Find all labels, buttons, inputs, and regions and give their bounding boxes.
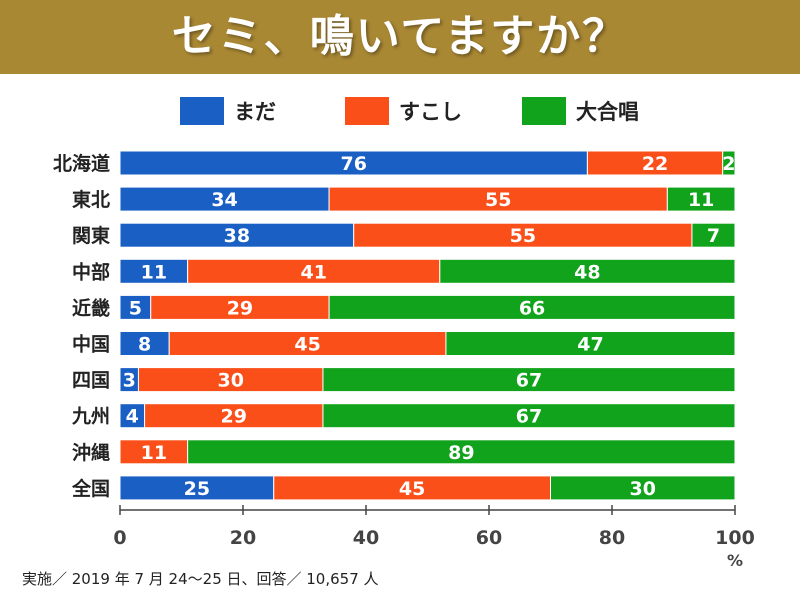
x-tick-label: 0 xyxy=(113,527,126,549)
data-label: 3 xyxy=(123,370,136,392)
legend-label-daigassho: 大合唱 xyxy=(576,100,639,124)
data-label: 66 xyxy=(519,297,545,319)
data-label: 55 xyxy=(510,225,536,247)
x-tick-label: 80 xyxy=(599,527,625,549)
legend-label-mada: まだ xyxy=(234,100,276,124)
bar-segment xyxy=(119,331,170,356)
bar-segment xyxy=(187,439,736,465)
bar-segment xyxy=(137,367,324,393)
bar-segment xyxy=(439,258,736,284)
data-label: 38 xyxy=(224,225,250,247)
category-label: 東北 xyxy=(72,188,110,211)
bar-segment xyxy=(119,186,330,212)
bar-segment xyxy=(328,186,668,212)
legend-swatch-daigassho xyxy=(522,97,566,125)
x-unit-label: % xyxy=(727,551,743,570)
bar-segment xyxy=(322,403,736,429)
legend-swatch-mada xyxy=(180,97,224,125)
data-label: 11 xyxy=(141,261,167,283)
category-label: 全国 xyxy=(71,477,110,500)
x-tick-label: 100 xyxy=(715,527,755,549)
bar-segment xyxy=(144,403,324,429)
data-label: 67 xyxy=(516,370,542,392)
data-label: 30 xyxy=(630,478,656,500)
category-label: 九州 xyxy=(71,406,110,428)
bar-segment xyxy=(119,150,588,176)
data-label: 29 xyxy=(227,297,253,319)
bar-segment xyxy=(119,258,189,284)
legend-item-sukoshi: すこし xyxy=(345,96,462,126)
title-banner: セミ、鳴いてますか？ xyxy=(0,0,800,74)
data-label: 48 xyxy=(574,261,600,283)
bar-segment xyxy=(150,294,330,320)
legend-label-sukoshi: すこし xyxy=(399,100,462,124)
data-label: 55 xyxy=(485,189,511,211)
bar-segment xyxy=(187,258,441,284)
data-label: 7 xyxy=(707,225,720,247)
legend: まだ すこし 大合唱 xyxy=(0,96,800,126)
data-label: 22 xyxy=(642,153,668,175)
data-label: 45 xyxy=(399,478,425,500)
bar-segment xyxy=(353,222,693,248)
x-tick-label: 20 xyxy=(230,527,256,549)
bar-segment xyxy=(322,367,736,393)
category-label: 沖縄 xyxy=(72,441,110,464)
bar-segment xyxy=(666,186,736,212)
data-label: 41 xyxy=(300,261,326,283)
data-label: 11 xyxy=(141,442,167,464)
bar-segment xyxy=(550,475,736,501)
data-label: 25 xyxy=(184,478,210,500)
data-label: 5 xyxy=(129,297,142,319)
data-label: 47 xyxy=(577,334,603,356)
bar-segment xyxy=(691,222,736,248)
data-label: 29 xyxy=(221,406,247,428)
bar-segment xyxy=(586,150,724,176)
data-label: 2 xyxy=(722,153,735,175)
legend-swatch-sukoshi xyxy=(345,97,389,125)
category-label: 四国 xyxy=(72,370,110,392)
data-label: 8 xyxy=(138,334,151,356)
bar-segment xyxy=(273,475,551,501)
bar-segment xyxy=(328,294,736,320)
data-label: 4 xyxy=(126,406,139,428)
data-label: 45 xyxy=(294,334,320,356)
category-label: 関東 xyxy=(72,224,110,247)
legend-item-daigassho: 大合唱 xyxy=(522,96,639,126)
data-label: 34 xyxy=(211,189,237,211)
survey-footnote: 実施／ 2019 年 7 月 24〜25 日、回答／ 10,657 人 xyxy=(22,570,379,588)
data-label: 76 xyxy=(340,153,366,175)
data-label: 30 xyxy=(217,370,243,392)
data-label: 67 xyxy=(516,406,542,428)
data-label: 11 xyxy=(688,189,714,211)
page-title: セミ、鳴いてますか？ xyxy=(171,11,629,62)
bar-segment xyxy=(722,150,736,176)
x-tick-label: 60 xyxy=(476,527,502,549)
bar-segment xyxy=(119,294,152,320)
x-tick-label: 40 xyxy=(353,527,379,549)
category-label: 中国 xyxy=(72,333,110,356)
data-label: 89 xyxy=(448,442,474,464)
category-label: 近畿 xyxy=(72,296,110,319)
category-label: 中部 xyxy=(72,260,110,283)
legend-item-mada: まだ xyxy=(180,96,276,126)
bar-segment xyxy=(119,439,189,465)
bar-segment xyxy=(445,331,736,356)
category-label: 北海道 xyxy=(53,152,110,175)
